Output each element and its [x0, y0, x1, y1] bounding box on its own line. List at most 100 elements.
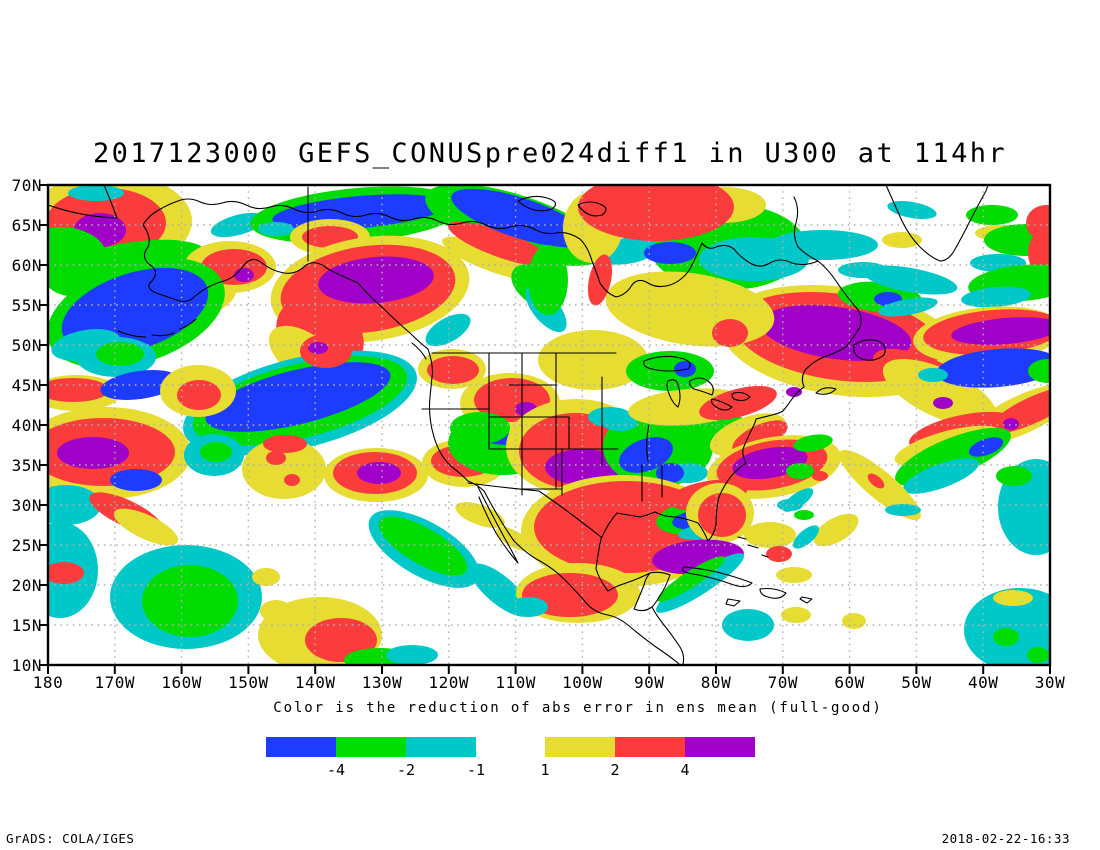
- x-axis-label: 60W: [834, 673, 865, 692]
- contour-region: [48, 378, 109, 402]
- colorbar-segment: [685, 737, 755, 757]
- y-axis-label: 35N: [11, 456, 42, 475]
- contour-region: [68, 185, 124, 201]
- y-axis-label: 55N: [11, 296, 42, 315]
- contour-region: [386, 645, 438, 665]
- contour-region: [48, 485, 101, 525]
- contour-region: [284, 474, 300, 486]
- contour-region: [766, 546, 792, 562]
- contour-region: [538, 330, 648, 390]
- contour-region: [100, 370, 180, 400]
- x-axis-label: 180: [32, 673, 64, 692]
- page-title: 2017123000 GEFS_CONUSpre024diff1 in U300…: [92, 138, 1008, 169]
- contour-region: [768, 230, 878, 260]
- y-axis-label: 50N: [11, 336, 42, 355]
- contour-region: [842, 613, 866, 629]
- contour-region: [782, 488, 814, 512]
- contour-region: [528, 245, 568, 315]
- contour-region: [760, 305, 912, 361]
- y-axis-label: 25N: [11, 536, 42, 555]
- contour-region: [448, 221, 552, 267]
- contour-region: [113, 508, 179, 546]
- x-axis-label: 110W: [495, 673, 536, 692]
- contour-region: [48, 562, 84, 584]
- greenland-coastline: [885, 185, 989, 262]
- contour-region: [496, 526, 532, 552]
- contour-region: [918, 368, 948, 382]
- x-axis-label: 30W: [1034, 673, 1066, 692]
- contour-region: [234, 268, 254, 282]
- contour-region: [794, 510, 814, 520]
- y-axis-label: 20N: [11, 576, 42, 595]
- contour-region: [57, 437, 129, 469]
- contour-region: [656, 463, 684, 483]
- contour-region: [657, 556, 725, 602]
- contour-region: [258, 222, 294, 236]
- colorbar-level-label: -1: [466, 761, 486, 779]
- x-axis-label: 170W: [94, 673, 136, 692]
- contour-region: [252, 568, 280, 586]
- bahamas-outline: [737, 536, 769, 558]
- nova-scotia-outline: [815, 387, 837, 395]
- contour-region: [984, 224, 1050, 256]
- contour-region: [793, 434, 833, 452]
- contour-region: [951, 317, 1050, 345]
- colorbar-caption: Color is the reduction of abs error in e…: [273, 700, 883, 716]
- contour-region: [644, 242, 696, 264]
- contour-region: [722, 609, 774, 641]
- contour-region: [451, 188, 589, 248]
- contour-region: [885, 504, 921, 516]
- contour-region: [882, 232, 922, 248]
- x-axis-label: 160W: [161, 673, 202, 692]
- colorbar-level-label: 1: [540, 761, 550, 779]
- great-lakes-outline: [643, 355, 751, 411]
- siberia-coastline: [48, 185, 118, 219]
- contour-region: [933, 397, 953, 409]
- y-axis-label: 40N: [11, 416, 42, 435]
- contour-region: [655, 553, 745, 613]
- contour-region: [455, 502, 505, 528]
- vancouver-island-outline: [411, 342, 427, 360]
- contour-region: [996, 466, 1032, 486]
- x-axis-label: 140W: [294, 673, 336, 692]
- coastlines-layer: [48, 185, 989, 665]
- newfoundland-outline: [853, 339, 886, 361]
- contour-region: [936, 348, 1050, 388]
- contour-region: [1028, 359, 1050, 383]
- colorbar-level-label: -2: [396, 761, 416, 779]
- contour-region: [427, 356, 479, 384]
- contour-region: [578, 185, 734, 241]
- plot-frame: [46, 183, 1052, 667]
- contour-region: [177, 380, 221, 410]
- y-axis-label: 65N: [11, 216, 42, 235]
- contour-region: [266, 451, 286, 465]
- x-axis-label: 70W: [767, 673, 798, 692]
- contour-region: [318, 256, 434, 304]
- y-axis-label: 60N: [11, 256, 42, 275]
- contour-region: [450, 412, 510, 444]
- colorbar-segment: [545, 737, 615, 757]
- cuba-outline: [682, 566, 753, 588]
- contour-region: [786, 463, 814, 479]
- colorbar-segment: [266, 737, 336, 757]
- contour-region: [961, 286, 1031, 308]
- colorbar-level-label: 2: [610, 761, 620, 779]
- x-axis-label: 120W: [428, 673, 470, 692]
- contour-region: [96, 342, 144, 366]
- arctic-islands-outline: [517, 195, 607, 217]
- contour-region: [242, 439, 326, 499]
- central-america-gulf-coastline: [595, 386, 805, 665]
- colorbar-segment: [336, 737, 406, 757]
- puerto-rico-outline: [799, 596, 813, 604]
- colorbar-level-label: -4: [326, 761, 346, 779]
- contour-region: [674, 361, 696, 377]
- colorbar-level-label: 4: [680, 761, 690, 779]
- contour-region: [903, 458, 979, 494]
- contour-region: [867, 473, 885, 489]
- contour-region: [110, 469, 162, 491]
- fill-regions-layer: [48, 185, 1050, 665]
- contour-region: [878, 297, 938, 317]
- x-axis-label: 50W: [901, 673, 932, 692]
- contour-region: [964, 588, 1050, 665]
